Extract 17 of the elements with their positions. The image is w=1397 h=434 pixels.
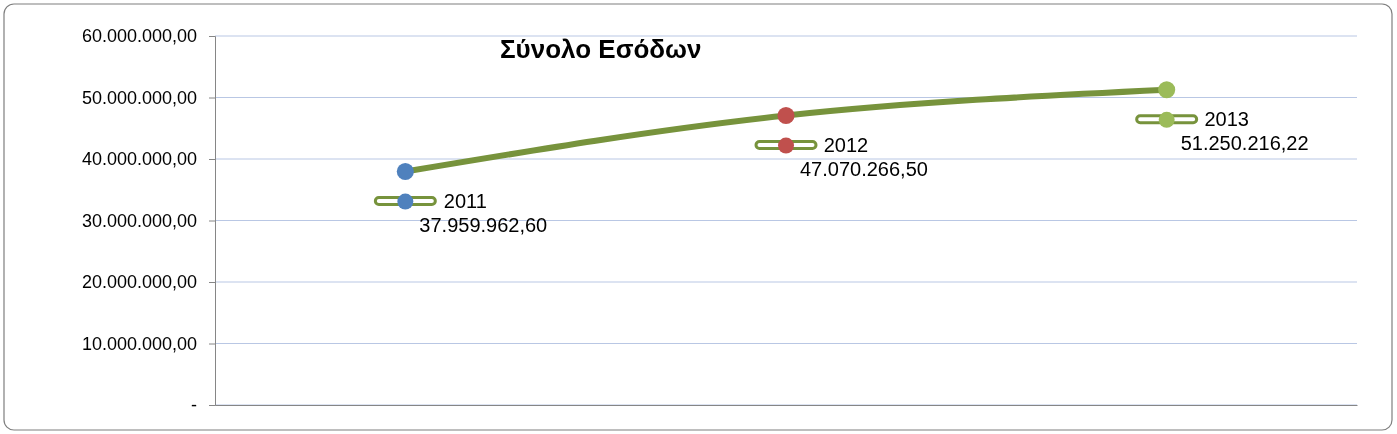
x-tick-label: 2011 xyxy=(443,189,487,212)
chart-title: Σύνολο Εσόδων xyxy=(500,34,702,64)
data-label: 37.959.962,60 xyxy=(419,213,548,236)
y-tick-label: 60.000.000,00 xyxy=(81,26,197,47)
y-tick-label: 20.000.000,00 xyxy=(81,272,197,293)
point xyxy=(396,163,414,181)
x-tick-label: 2013 xyxy=(1204,107,1249,130)
y-tick-label: 40.000.000,00 xyxy=(81,149,197,170)
point xyxy=(1158,81,1176,99)
x-tick-label: 2012 xyxy=(823,133,869,156)
point xyxy=(777,106,795,125)
data-label: 47.070.266,50 xyxy=(800,157,928,180)
y-tick-label: 30.000.000,00 xyxy=(81,210,197,231)
y-tick-label: 50.000.000,00 xyxy=(81,87,197,108)
y-tick-label: - xyxy=(191,395,197,416)
y-tick-label: 10.000.000,00 xyxy=(81,333,197,354)
data-label: 51.250.216,22 xyxy=(1180,131,1309,154)
